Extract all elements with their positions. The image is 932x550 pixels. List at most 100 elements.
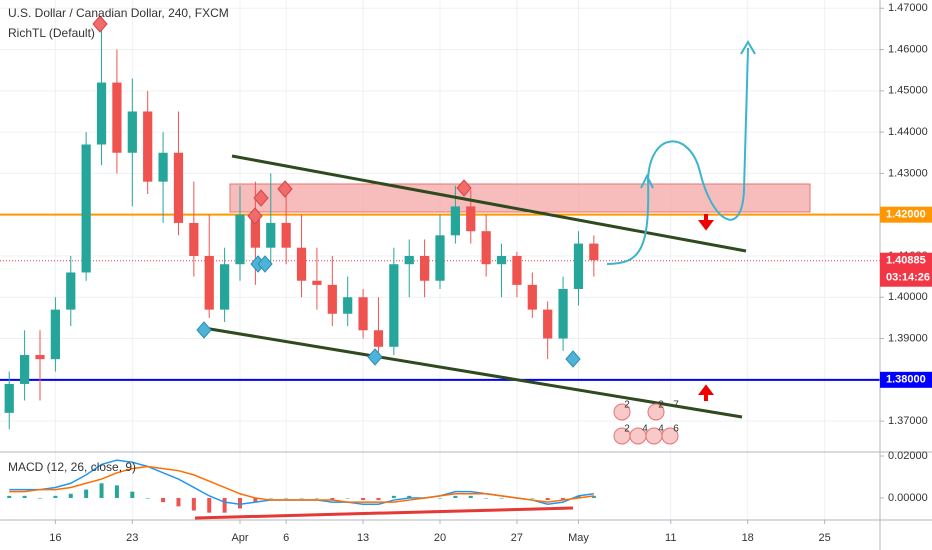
signal-line [9, 465, 594, 503]
y-tick-label: 1.44000 [888, 126, 928, 138]
divergence-line [194, 506, 574, 520]
macd-histogram-bar [84, 489, 89, 498]
diamond [253, 189, 269, 207]
candle-body [158, 152, 168, 182]
macd-histogram-bar [299, 497, 304, 499]
candle-body [66, 272, 76, 310]
macd-histogram-bar [361, 497, 366, 501]
y-tick-label: 1.46000 [888, 43, 928, 55]
diamond [565, 350, 581, 368]
y-tick-label: 1.37000 [888, 415, 928, 427]
pattern-label: 4 [642, 424, 648, 435]
diamond [196, 321, 212, 339]
candle-body [35, 355, 45, 360]
candle-body [543, 309, 553, 339]
macd-histogram-bar [453, 495, 458, 498]
pattern-label: 6 [673, 424, 679, 435]
candle-body [81, 144, 91, 273]
candle-body [281, 222, 291, 248]
pattern-icons [613, 403, 679, 445]
macd-pane [7, 459, 596, 513]
macd-histogram-bar [468, 495, 473, 498]
pattern-label: 2 [624, 400, 630, 411]
candle-body [50, 309, 60, 360]
candle-body [235, 214, 245, 265]
candle-body [373, 330, 384, 347]
macd-histogram-bar [391, 495, 396, 498]
candle-body [189, 222, 199, 256]
macd-histogram-bar [484, 497, 489, 499]
icon [661, 427, 679, 445]
macd-histogram-bar [191, 497, 196, 511]
macd-histogram-bar [561, 497, 566, 501]
candle-body [435, 235, 445, 281]
pattern-label: 2 [624, 424, 630, 435]
last-price-tag [880, 252, 932, 287]
diamond [257, 255, 273, 273]
macd-histogram-bar [253, 497, 258, 503]
macd-histogram-bar [438, 497, 442, 499]
diamond [92, 15, 108, 33]
macd-histogram-bar [38, 497, 42, 499]
projection-path [606, 40, 756, 265]
candle-body [358, 297, 368, 331]
macd-histogram-bar [376, 497, 381, 501]
candle-body [96, 82, 107, 145]
diamond [247, 207, 263, 225]
macd-histogram-bar [161, 497, 166, 503]
drawings [92, 15, 756, 445]
candle-body [204, 255, 214, 310]
price-level-label: 1.38000 [886, 374, 926, 386]
x-tick-label: Apr [231, 532, 248, 544]
macd-y-tick-label: 0.00000 [888, 492, 928, 504]
icon [647, 403, 665, 421]
candle-body [496, 255, 507, 265]
indicator-name: RichTL (Default) [8, 26, 95, 40]
last-price-label: 1.40885 [886, 255, 926, 267]
y-tick-label: 1.45000 [888, 85, 928, 97]
macd-histogram-bar [222, 497, 227, 513]
macd-histogram-bar [53, 495, 58, 498]
price-level-tag [880, 371, 932, 388]
candle-body [220, 264, 230, 310]
macd-histogram-bar [99, 483, 104, 498]
candle-body [250, 214, 260, 248]
macd-histogram-bar [345, 497, 350, 499]
macd-y-tick-label: 0.02000 [888, 450, 928, 462]
macd-histogram-bar [238, 497, 242, 509]
diamond [456, 179, 472, 197]
high-markers [92, 15, 472, 225]
x-tick-label: May [568, 532, 589, 544]
macd-histogram-bar [284, 497, 289, 499]
price-level-label: 1.42000 [886, 209, 926, 221]
pattern-label: 2 [658, 400, 664, 411]
candle-body [589, 243, 599, 261]
candle-body [312, 280, 322, 285]
macd-histogram-bar [7, 495, 12, 498]
icon [613, 403, 631, 421]
candle-body [573, 243, 584, 289]
x-tick-label: 18 [742, 532, 754, 544]
x-tick-label: 6 [283, 532, 289, 544]
candle-body [266, 222, 276, 248]
candle-body [4, 383, 14, 413]
pattern-label: 7 [673, 400, 679, 411]
candles [4, 20, 599, 430]
macd-histogram-bar [499, 497, 504, 499]
y-tick-label: 1.40000 [888, 291, 928, 303]
chart-title: U.S. Dollar / Canadian Dollar, 240, FXCM [8, 6, 229, 20]
candle-body [343, 297, 353, 314]
macd-histogram-bar [145, 497, 150, 499]
candle-body [20, 355, 30, 384]
candle-body [127, 111, 137, 153]
macd-histogram-bar [576, 495, 581, 498]
macd-histogram-bar [176, 497, 181, 507]
macd-histogram-bar [207, 497, 212, 513]
candle-body [404, 255, 414, 265]
macd-histogram-bar [530, 497, 535, 499]
y-tick-label: 1.47000 [888, 2, 928, 14]
macd-histogram-bar [114, 485, 119, 498]
diamond [277, 180, 293, 198]
macd-histogram-bar [314, 497, 319, 499]
